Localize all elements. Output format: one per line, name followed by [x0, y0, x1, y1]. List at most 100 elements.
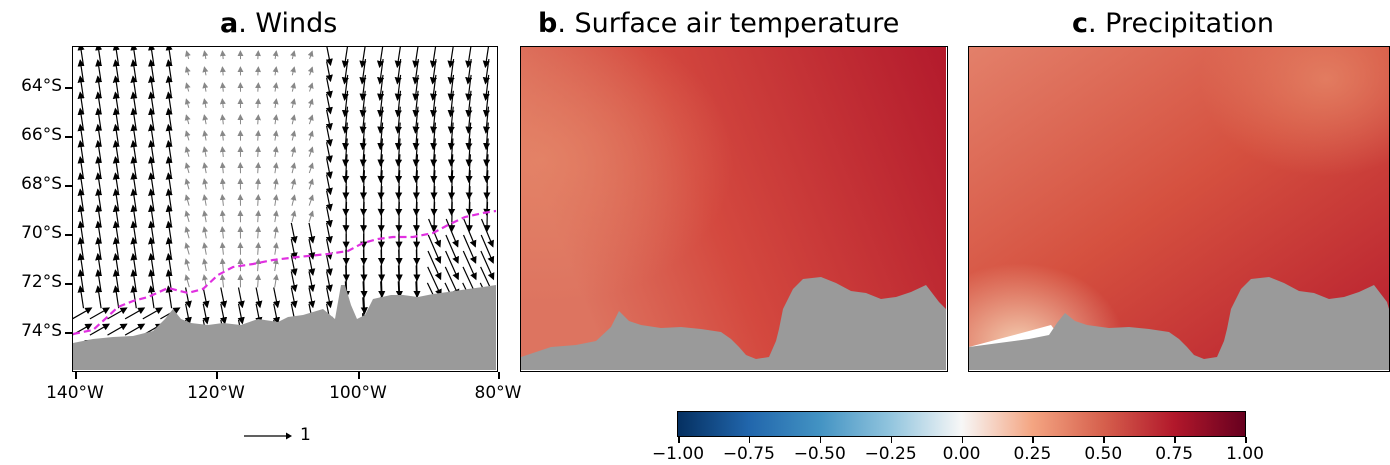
wind-vector — [219, 274, 226, 288]
wind-vector — [482, 90, 491, 118]
wind-vector — [272, 274, 279, 288]
wind-vector — [290, 238, 298, 260]
wind-vector — [290, 271, 298, 293]
wind-vector — [184, 66, 191, 76]
wind-vector — [360, 281, 368, 315]
wind-vector — [272, 146, 279, 157]
wind-vector — [359, 170, 368, 200]
precipitation-map-svg — [969, 47, 1389, 370]
wind-vector — [394, 138, 403, 167]
wind-vector — [130, 285, 138, 309]
wind-vector — [447, 59, 455, 85]
wind-vector — [359, 59, 367, 85]
wind-vector — [308, 287, 316, 309]
wind-vector — [341, 47, 349, 69]
wind-vector — [430, 154, 438, 184]
wind-vector — [184, 146, 191, 157]
panel-a-winds-map — [72, 46, 498, 372]
wind-vector — [255, 210, 262, 223]
wind-vector — [325, 174, 333, 196]
wind-vector — [220, 303, 228, 325]
wind-vector — [359, 154, 367, 184]
lon-tick-label: 140°W — [46, 383, 104, 403]
wind-vector — [342, 138, 350, 167]
wind-vector — [325, 142, 333, 163]
panel-a-title-text: . Winds — [238, 8, 338, 39]
wind-vector — [465, 138, 473, 167]
wind-vector — [272, 162, 279, 174]
wind-vector — [342, 154, 350, 184]
wind-vector — [412, 122, 420, 151]
wind-vector — [447, 47, 455, 69]
wind-vector — [290, 222, 298, 244]
wind-vector — [202, 226, 209, 239]
wind-vector — [465, 170, 473, 200]
wind-vector — [219, 194, 226, 206]
wind-vector — [394, 47, 402, 69]
wind-vector — [377, 106, 385, 134]
wind-vector — [202, 303, 210, 325]
wind-vector — [290, 82, 297, 92]
wind-vector — [202, 98, 209, 108]
wind-vector — [290, 194, 297, 206]
wind-vector — [290, 114, 297, 125]
wind-vector — [427, 234, 442, 264]
wind-vector — [307, 82, 314, 92]
colorbar-tick-mark — [819, 437, 822, 443]
panel-b-title: b. Surface air temperature — [538, 8, 899, 39]
colorbar-tick-mark — [890, 437, 893, 443]
wind-vector — [394, 106, 402, 134]
wind-vector — [255, 194, 262, 206]
wind-vector — [308, 130, 314, 141]
wind-vector — [184, 178, 191, 190]
wind-vector — [325, 125, 333, 147]
panel-c-title-text: . Precipitation — [1088, 8, 1274, 39]
wind-vector — [447, 154, 456, 184]
wind-vector — [447, 74, 455, 101]
colorbar-tick-mark — [1174, 437, 1176, 443]
wind-vector — [325, 109, 333, 131]
wind-vector — [255, 242, 262, 255]
lon-tick-mark — [216, 372, 218, 379]
wind-vector — [255, 130, 262, 141]
wind-vector — [412, 106, 420, 134]
colorbar-tick-label: −0.50 — [793, 444, 846, 464]
panel-c-precipitation-map — [968, 46, 1390, 372]
lat-tick-label: 70°S — [21, 223, 62, 243]
wind-vector — [272, 303, 281, 325]
wind-vector — [465, 59, 473, 85]
wind-vector — [219, 242, 226, 255]
panel-b-letter: b — [538, 8, 558, 39]
wind-vector — [482, 106, 491, 134]
wind-vector — [89, 323, 111, 336]
colorbar-tick-label: −1.00 — [651, 444, 705, 464]
colorbar-tick-label: 0.00 — [942, 444, 981, 464]
wind-vector — [325, 271, 333, 293]
panel-c-title: c. Precipitation — [1072, 8, 1274, 39]
wind-vector — [202, 114, 209, 125]
wind-vector — [462, 234, 477, 264]
wind-vector — [480, 250, 495, 281]
wind-vector — [482, 47, 490, 69]
wind-vector — [412, 90, 420, 118]
colorbar-tick-label: −0.75 — [722, 444, 775, 464]
wind-vector — [237, 303, 245, 325]
wind-vector — [202, 146, 209, 157]
wind-vector — [429, 47, 437, 69]
wind-vector — [307, 66, 314, 76]
wind-vector — [325, 190, 333, 212]
wind-vector — [341, 59, 349, 85]
wind-vector — [394, 74, 402, 101]
wind-vector — [377, 74, 385, 101]
wind-vector — [427, 250, 442, 281]
wind-vector — [142, 307, 163, 320]
lat-tick-mark — [65, 283, 72, 285]
panel-a-title: a. Winds — [220, 8, 337, 39]
wind-vector — [308, 210, 314, 223]
wind-vector — [219, 210, 226, 223]
lon-tick-label: 120°W — [187, 383, 245, 403]
wind-vector — [237, 287, 245, 309]
wind-vector — [465, 74, 473, 101]
wind-vector — [325, 238, 333, 260]
wind-vector — [376, 47, 385, 69]
